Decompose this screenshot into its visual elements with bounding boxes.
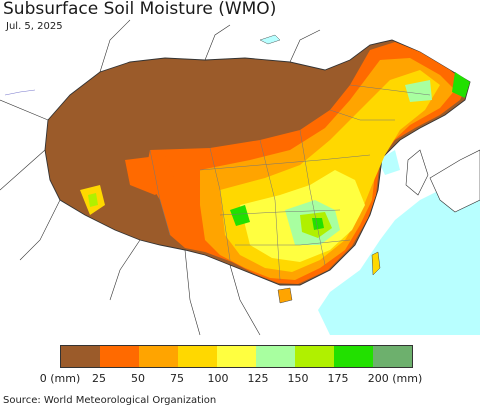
legend-swatch-2	[100, 346, 139, 367]
legend-swatch-6	[256, 346, 295, 367]
legend-tick-label: 50	[131, 372, 145, 385]
legend-swatch-5	[217, 346, 256, 367]
japan-land	[429, 149, 480, 213]
moisture-zone-ne-green	[452, 72, 470, 98]
legend-swatch-9	[373, 346, 412, 367]
legend-tick-label: 25	[92, 372, 106, 385]
lake	[259, 34, 281, 45]
map-title: Subsurface Soil Moisture (WMO)	[3, 0, 277, 19]
legend-swatch-3	[139, 346, 178, 367]
legend-tick-label: 150	[287, 372, 309, 385]
korea-land	[405, 149, 429, 196]
source-credit: Source: World Meteorological Organizatio…	[3, 395, 217, 406]
legend-tick-label: 200 (mm)	[367, 372, 423, 385]
legend-tick-label: 125	[247, 372, 269, 385]
legend-tick-label: 100	[207, 372, 229, 385]
ocean-bohai	[378, 150, 400, 175]
province-borders	[149, 84, 431, 281]
moisture-zone-west-green	[88, 193, 98, 207]
legend-tick-label: 0 (mm)	[39, 372, 81, 385]
neighbour-borders	[0, 19, 321, 336]
taiwan	[371, 251, 381, 276]
moisture-zone-sw-green	[230, 205, 250, 226]
map-date: Jul. 5, 2025	[6, 21, 63, 32]
legend-tick-label: 175	[327, 372, 349, 385]
legend-tick-label: 75	[170, 372, 184, 385]
moisture-zone-west-orange	[125, 155, 175, 195]
legend-swatch-8	[334, 346, 373, 367]
legend-swatch-1	[61, 346, 100, 367]
legend-swatch-4	[178, 346, 217, 367]
moisture-zone-green	[312, 218, 324, 230]
legend-swatch-7	[295, 346, 334, 367]
legend-colorbar	[60, 345, 413, 368]
hainan	[277, 287, 293, 304]
moisture-zone-ne-lightgreen	[405, 80, 432, 102]
river-1	[4, 89, 36, 96]
